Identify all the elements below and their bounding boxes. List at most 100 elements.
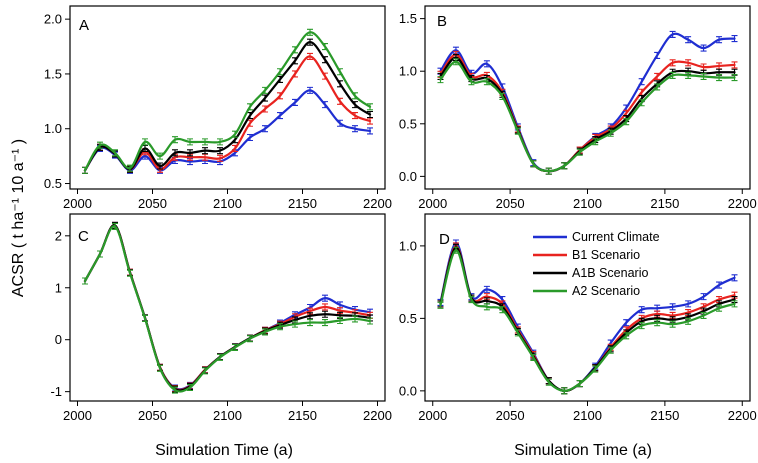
- panel-a-point-a2-scenario-2105: [232, 130, 238, 138]
- panel-b-y-tick-label-0: 0.0: [399, 169, 417, 184]
- panel-d-point-a2-scenario-2105: [592, 365, 599, 373]
- panel-a-point-b1-scenario-2095: [217, 154, 223, 162]
- panel-a-point-a2-scenario-2185: [352, 92, 358, 100]
- panel-a-point-a2-scenario-2175: [337, 68, 343, 76]
- panel-c-x-tick-label-2150: 2150: [288, 408, 317, 423]
- panel-c-point-a2-scenario-2065: [172, 386, 178, 394]
- panel-c-y-tick-label-2: 1: [55, 280, 62, 295]
- panel-a-plot: [82, 28, 373, 174]
- panel-a-point-b1-scenario-2165: [322, 72, 328, 80]
- panel-b-point-a2-scenario-2065: [530, 160, 537, 168]
- panel-b-x-tick-label-2100: 2100: [573, 196, 602, 211]
- panel-b-point-a2-scenario-2015: [452, 58, 459, 66]
- panel-c-point-a2-scenario-2185: [352, 315, 358, 323]
- panel-b-point-a2-scenario-2085: [561, 162, 568, 170]
- panel-a-point-current-climate-2175: [337, 119, 343, 127]
- panel-a-point-current-climate-2155: [307, 86, 313, 94]
- panel-c-x-tick-label-2050: 2050: [138, 408, 167, 423]
- panel-b-point-b1-scenario-2145: [654, 72, 661, 81]
- panel-d-point-current-climate-2165: [685, 300, 692, 308]
- panel-a-point-a1b-scenario-2175: [337, 80, 343, 88]
- panel-d: D 2000 2050 2100 2150 2200 0.0 0.5 1.0: [399, 213, 757, 423]
- panel-c-point-a2-scenario-2055: [157, 364, 163, 372]
- panel-b-point-current-climate-2145: [654, 51, 661, 59]
- panel-b-plot: [437, 30, 738, 175]
- panel-d-point-a2-scenario-2005: [437, 301, 444, 309]
- panel-d-point-current-climate-2175: [700, 293, 707, 301]
- panel-c-point-a2-scenario-2025: [112, 222, 118, 231]
- panel-a-point-current-climate-2115: [247, 133, 253, 142]
- panel-a-point-a2-scenario-2115: [247, 103, 253, 111]
- panel-b-point-current-climate-2035: [483, 60, 490, 68]
- panel-a-point-a2-scenario-2065: [172, 136, 178, 144]
- panel-c-point-current-climate-2165: [322, 294, 328, 302]
- panel-b-point-a2-scenario-2145: [654, 83, 661, 91]
- panel-d-point-a2-scenario-2125: [623, 332, 630, 340]
- panel-c-point-a2-scenario-2005: [82, 277, 88, 285]
- panel-a-point-a2-scenario-2015: [97, 141, 103, 149]
- panel-c-point-a2-scenario-2105: [232, 343, 238, 352]
- panel-a-point-current-climate-2195: [367, 127, 373, 135]
- panel-c-y-tick-label-3: 2: [55, 228, 62, 243]
- panel-b-point-a2-scenario-2045: [499, 92, 506, 100]
- panel-c-point-a1b-scenario-2165: [322, 310, 328, 318]
- panel-c-point-a2-scenario-2165: [322, 319, 328, 327]
- panel-c-point-a2-scenario-2135: [277, 323, 283, 331]
- panel-d-x-tick-label-2200: 2200: [728, 408, 757, 423]
- panel-d-plot: [437, 239, 738, 395]
- panel-c-point-a2-scenario-2175: [337, 316, 343, 325]
- panel-b-point-a2-scenario-2055: [514, 127, 521, 135]
- panel-d-x-tick-label-2100: 2100: [573, 408, 602, 423]
- panel-c-point-a2-scenario-2095: [217, 353, 223, 361]
- panel-b-point-current-climate-2175: [700, 44, 707, 52]
- panel-b: B 2000 2050 2100 2150 2200 0.0 0.5 1.0 1.5: [399, 5, 757, 211]
- panel-b-point-b1-scenario-2195: [731, 61, 738, 69]
- panel-a-point-a2-scenario-2055: [157, 152, 163, 160]
- panel-c-point-a2-scenario-2075: [187, 383, 193, 392]
- panel-b-point-a2-scenario-2185: [716, 73, 723, 82]
- panel-d-point-a2-scenario-2115: [607, 346, 614, 354]
- panel-d-point-a2-scenario-2165: [685, 317, 692, 325]
- panel-d-point-a2-scenario-2045: [499, 306, 506, 314]
- panel-b-point-a2-scenario-2115: [607, 129, 614, 137]
- panel-d-point-current-climate-2195: [731, 274, 738, 282]
- panel-d-point-a2-scenario-2175: [700, 311, 707, 320]
- panel-c: C 2000 2050 2100 2150 2200 -1 0 1 2: [50, 213, 392, 423]
- panel-a-series-a2-scenario: [83, 31, 372, 172]
- panel-b-point-a2-scenario-2005: [437, 76, 444, 84]
- panel-d-point-a2-scenario-2145: [654, 319, 661, 327]
- panel-a-point-current-climate-2185: [352, 125, 358, 133]
- panel-a-point-a1b-scenario-2065: [172, 149, 178, 157]
- panel-a-point-a1b-scenario-2055: [157, 162, 163, 170]
- panel-b-x-tick-label-2050: 2050: [496, 196, 525, 211]
- panel-d-x-tick-label-2000: 2000: [418, 408, 447, 423]
- panel-b-y-tick-label-1: 0.5: [399, 116, 417, 131]
- panel-c-point-a1b-scenario-2155: [307, 312, 313, 320]
- panel-c-x-tick-label-2000: 2000: [63, 408, 92, 423]
- panel-c-label: C: [78, 228, 89, 245]
- panel-a-point-a1b-scenario-2195: [367, 110, 373, 119]
- panel-d-point-a2-scenario-2085: [561, 387, 568, 395]
- panel-d-point-current-climate-2135: [638, 306, 645, 314]
- panel-a-x-tick-label-2150: 2150: [288, 196, 317, 211]
- panel-a-point-current-climate-2135: [277, 112, 283, 120]
- panel-c-point-a2-scenario-2115: [247, 335, 253, 343]
- panel-d-series-a2-scenario: [439, 249, 736, 392]
- panel-b-series-b1-scenario: [439, 53, 736, 173]
- panel-a-point-current-climate-2165: [322, 101, 328, 109]
- panel-a-x-tick-label-2100: 2100: [213, 196, 242, 211]
- panel-a-point-a2-scenario-2045: [142, 138, 148, 146]
- panel-a-point-b1-scenario-2145: [292, 70, 298, 78]
- panel-b-point-a2-scenario-2105: [592, 138, 599, 146]
- panel-b-point-a2-scenario-2095: [576, 148, 583, 156]
- panel-a-point-a1b-scenario-2135: [277, 75, 283, 83]
- panel-a-point-b1-scenario-2175: [337, 97, 343, 105]
- panel-a-point-b1-scenario-2125: [262, 105, 268, 113]
- panel-d-point-current-climate-2155: [669, 303, 676, 311]
- panel-c-series-b1-scenario: [83, 224, 372, 392]
- panel-a-x-tick-label-2050: 2050: [138, 196, 167, 211]
- panel-c-y-tick-label-0: -1: [50, 384, 62, 399]
- panel-a-x-tick-label-2000: 2000: [63, 196, 92, 211]
- panel-c-point-a2-scenario-2035: [127, 269, 133, 277]
